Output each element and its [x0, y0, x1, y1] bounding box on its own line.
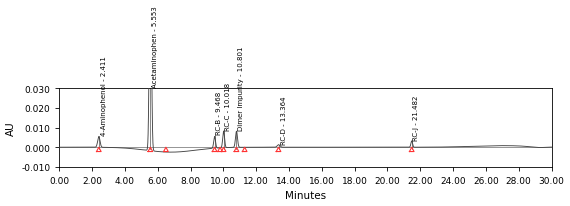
- Text: RC-D - 13.364: RC-D - 13.364: [280, 96, 287, 144]
- Text: Dimer Impurity - 10.801: Dimer Impurity - 10.801: [238, 46, 244, 130]
- Text: Acetaminophen - 5.553: Acetaminophen - 5.553: [152, 7, 158, 88]
- Text: RC-C - 10.018: RC-C - 10.018: [225, 82, 231, 130]
- X-axis label: Minutes: Minutes: [285, 191, 326, 200]
- Text: RC-J - 21.482: RC-J - 21.482: [413, 95, 420, 140]
- Y-axis label: AU: AU: [6, 121, 15, 135]
- Text: 4-Aminophenol - 2.411: 4-Aminophenol - 2.411: [101, 56, 107, 136]
- Text: RC-B - 9.468: RC-B - 9.468: [216, 92, 222, 135]
